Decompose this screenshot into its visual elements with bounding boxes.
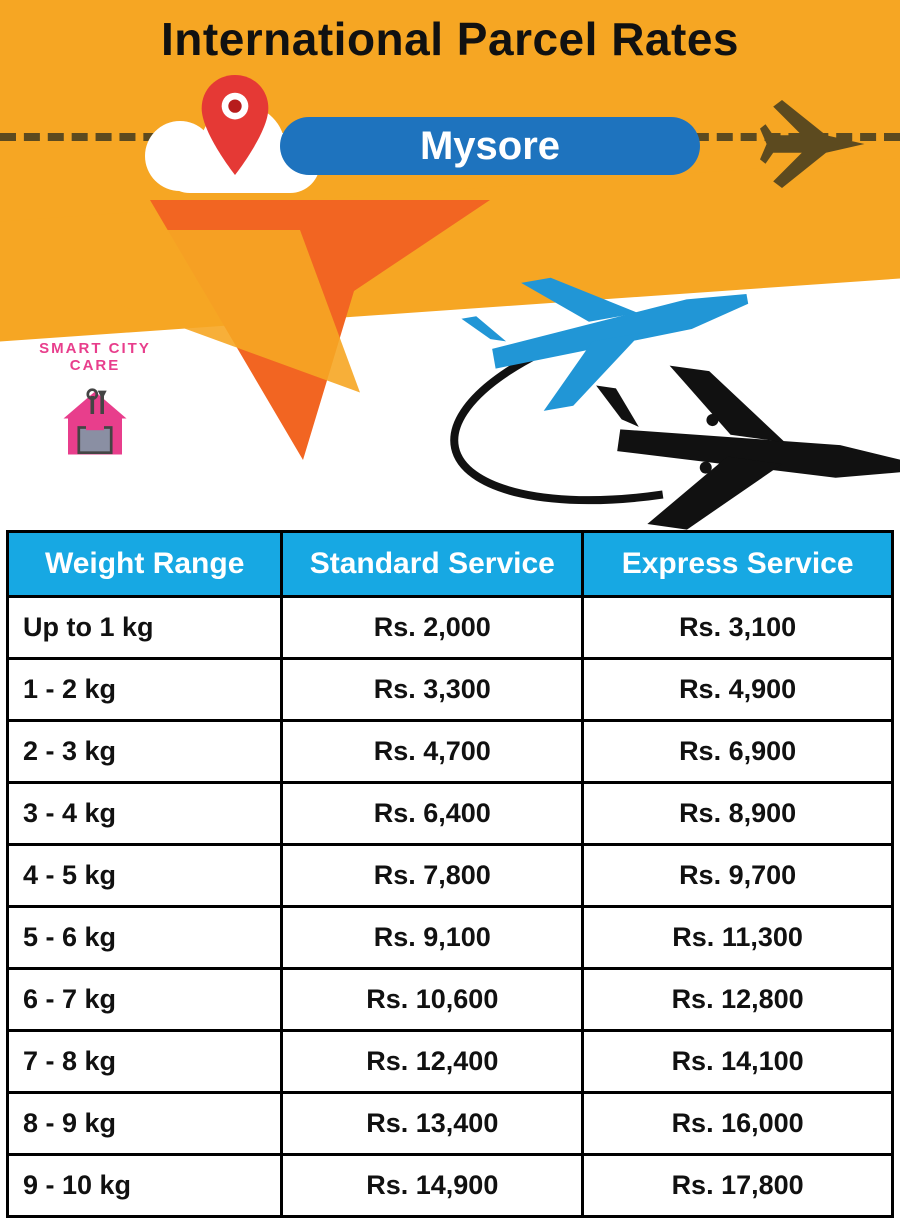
column-header-weight: Weight Range <box>8 532 282 597</box>
page-title: International Parcel Rates <box>0 12 900 66</box>
table-row: 8 - 9 kgRs. 13,400Rs. 16,000 <box>8 1093 893 1155</box>
column-header-standard: Standard Service <box>282 532 583 597</box>
table-row: 3 - 4 kgRs. 6,400Rs. 8,900 <box>8 783 893 845</box>
airplane-icon <box>760 89 870 199</box>
table-row: 2 - 3 kgRs. 4,700Rs. 6,900 <box>8 721 893 783</box>
weight-cell: 8 - 9 kg <box>8 1093 282 1155</box>
table-row: 9 - 10 kgRs. 14,900Rs. 17,800 <box>8 1155 893 1217</box>
weight-cell: Up to 1 kg <box>8 597 282 659</box>
standard-cell: Rs. 9,100 <box>282 907 583 969</box>
weight-cell: 4 - 5 kg <box>8 845 282 907</box>
table-row: 6 - 7 kgRs. 10,600Rs. 12,800 <box>8 969 893 1031</box>
standard-cell: Rs. 12,400 <box>282 1031 583 1093</box>
standard-cell: Rs. 2,000 <box>282 597 583 659</box>
weight-cell: 5 - 6 kg <box>8 907 282 969</box>
standard-cell: Rs. 7,800 <box>282 845 583 907</box>
weight-cell: 1 - 2 kg <box>8 659 282 721</box>
table-row: 7 - 8 kgRs. 12,400Rs. 14,100 <box>8 1031 893 1093</box>
table-header-row: Weight Range Standard Service Express Se… <box>8 532 893 597</box>
standard-cell: Rs. 3,300 <box>282 659 583 721</box>
express-cell: Rs. 12,800 <box>583 969 893 1031</box>
table-row: 1 - 2 kgRs. 3,300Rs. 4,900 <box>8 659 893 721</box>
airplanes-illustration <box>400 260 900 530</box>
weight-cell: 2 - 3 kg <box>8 721 282 783</box>
route-decoration: Mysore <box>0 115 900 195</box>
express-cell: Rs. 9,700 <box>583 845 893 907</box>
standard-cell: Rs. 4,700 <box>282 721 583 783</box>
express-cell: Rs. 14,100 <box>583 1031 893 1093</box>
header-banner: International Parcel Rates Mysore SMART … <box>0 0 900 530</box>
weight-cell: 6 - 7 kg <box>8 969 282 1031</box>
express-cell: Rs. 6,900 <box>583 721 893 783</box>
table-row: 5 - 6 kgRs. 9,100Rs. 11,300 <box>8 907 893 969</box>
standard-cell: Rs. 13,400 <box>282 1093 583 1155</box>
express-cell: Rs. 11,300 <box>583 907 893 969</box>
express-cell: Rs. 3,100 <box>583 597 893 659</box>
express-cell: Rs. 8,900 <box>583 783 893 845</box>
express-cell: Rs. 16,000 <box>583 1093 893 1155</box>
express-cell: Rs. 17,800 <box>583 1155 893 1217</box>
standard-cell: Rs. 10,600 <box>282 969 583 1031</box>
city-name-pill: Mysore <box>280 117 700 175</box>
column-header-express: Express Service <box>583 532 893 597</box>
location-pin-icon <box>200 75 270 175</box>
table-row: 4 - 5 kgRs. 7,800Rs. 9,700 <box>8 845 893 907</box>
weight-cell: 9 - 10 kg <box>8 1155 282 1217</box>
weight-cell: 7 - 8 kg <box>8 1031 282 1093</box>
house-toolbox-icon <box>40 378 150 468</box>
standard-cell: Rs. 6,400 <box>282 783 583 845</box>
brand-name: SMART CITY CARE <box>20 340 170 374</box>
weight-cell: 3 - 4 kg <box>8 783 282 845</box>
table-row: Up to 1 kgRs. 2,000Rs. 3,100 <box>8 597 893 659</box>
express-cell: Rs. 4,900 <box>583 659 893 721</box>
brand-logo: SMART CITY CARE <box>20 340 170 473</box>
rates-table: Weight Range Standard Service Express Se… <box>6 530 894 1218</box>
standard-cell: Rs. 14,900 <box>282 1155 583 1217</box>
